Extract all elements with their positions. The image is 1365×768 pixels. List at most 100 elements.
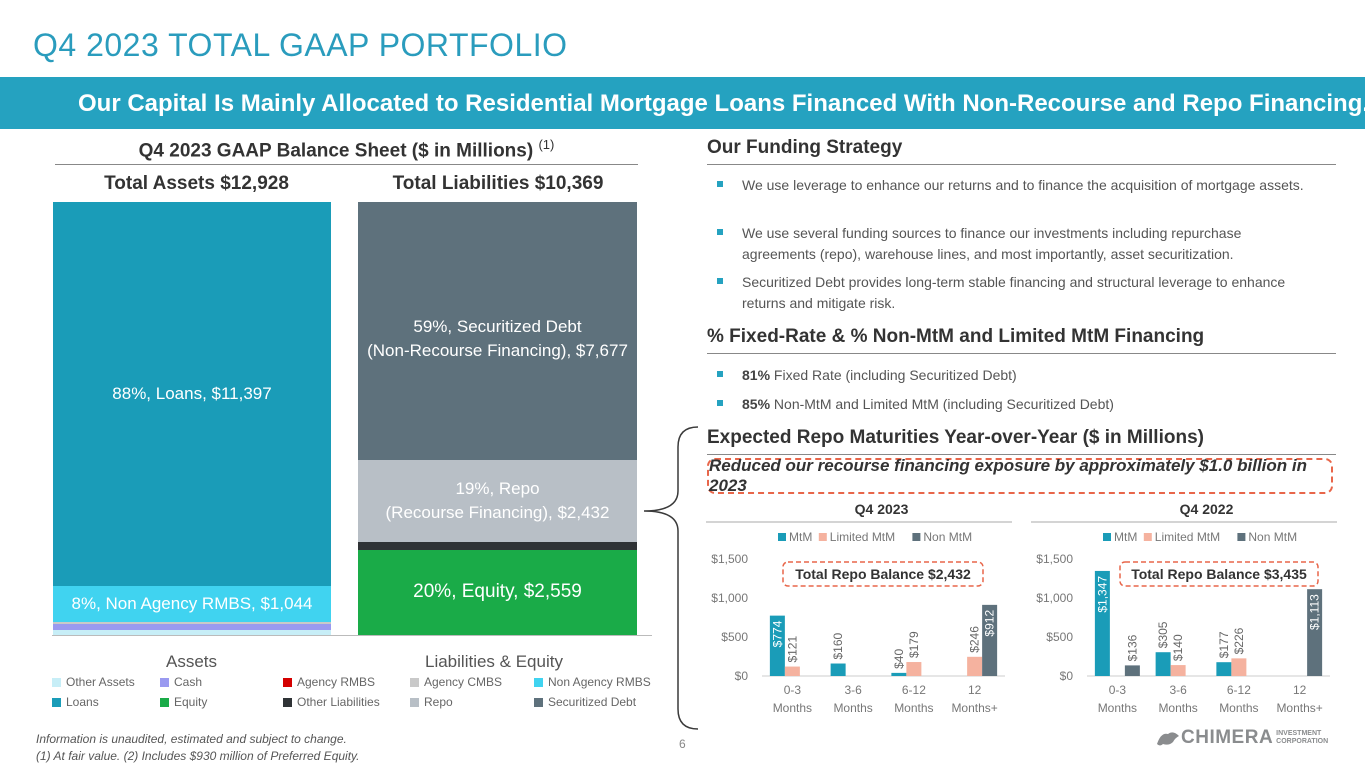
x-tick-label: 12	[968, 683, 982, 697]
bar	[1124, 665, 1140, 676]
legend-label: Equity	[174, 695, 208, 709]
divider	[707, 454, 1336, 455]
legend-swatch	[534, 677, 543, 687]
data-label: $121	[785, 636, 799, 663]
data-label: $179	[907, 631, 921, 658]
legend-swatch	[410, 697, 419, 707]
banner-text: Our Capital Is Mainly Allocated to Resid…	[78, 90, 1365, 117]
repo-label: 19%, Repo (Recourse Financing), $2,432	[385, 479, 610, 522]
data-label: $774	[770, 620, 784, 647]
x-tick-label: Months	[1219, 701, 1258, 715]
other-liabilities-segment	[358, 542, 637, 550]
legend-swatch	[410, 677, 419, 687]
repo-segment: 19%, Repo (Recourse Financing), $2,432	[358, 460, 637, 542]
legend-label: Agency CMBS	[424, 675, 503, 689]
y-tick-label: $1,000	[1036, 591, 1073, 605]
repo-chart-q4-2023: Q4 2023 MtM Limited MtM Non MtM $0 $500 $1,000…	[706, 501, 1012, 715]
x-tick-label: Months	[833, 701, 872, 715]
non-agency-rmbs-label: 8%, Non Agency RMBS, $1,044	[71, 594, 313, 614]
data-label: $912	[983, 610, 997, 637]
non-mtm-bullet: 85% Non-MtM and Limited MtM (including S…	[717, 394, 1317, 415]
legend-item: Agency CMBS	[410, 675, 502, 689]
chart-title: Q4 2023	[855, 501, 909, 517]
data-label: $246	[968, 626, 982, 653]
funding-bullet: Securitized Debt provides long-term stab…	[717, 272, 1317, 314]
divider	[55, 164, 638, 165]
legend-item: Other Liabilities	[283, 695, 380, 709]
securitized-debt-segment: 59%, Securitized Debt (Non-Recourse Fina…	[358, 202, 637, 460]
x-tick-label: Months	[1158, 701, 1197, 715]
legend-label: MtM	[789, 530, 812, 544]
chimera-logo: CHIMERA INVESTMENT CORPORATION	[1155, 727, 1328, 749]
equity-label: 20%, Equity, $2,559	[413, 581, 582, 603]
x-tick-label: Months	[1098, 701, 1137, 715]
data-label: $136	[1125, 634, 1139, 661]
footnote: Information is unaudited, estimated and …	[36, 732, 360, 764]
balance-sheet-title: Q4 2023 GAAP Balance Sheet ($ in Million…	[138, 137, 555, 162]
data-label: $1,113	[1308, 594, 1322, 630]
loans-label: 88%, Loans, $11,397	[112, 384, 272, 404]
bar	[769, 615, 785, 676]
total-assets-header: Total Assets $12,928	[104, 173, 289, 194]
legend-swatch	[778, 533, 786, 541]
data-label: $305	[1156, 621, 1170, 648]
legend-label: Other Assets	[66, 675, 135, 689]
legend-swatch	[534, 697, 543, 707]
legend-item: Securitized Debt	[534, 695, 636, 709]
total-repo-balance-label: Total Repo Balance $2,432	[795, 566, 971, 582]
legend-swatch	[283, 697, 292, 707]
y-tick-label: $0	[735, 669, 749, 683]
bar	[830, 663, 846, 676]
reduced-exposure-callout: Reduced our recourse financing exposure …	[707, 456, 1333, 495]
legend-item: Equity	[160, 695, 207, 709]
funding-bullet: We use leverage to enhance our returns a…	[717, 175, 1317, 196]
legend-label: Non MtM	[923, 530, 972, 544]
legend-swatch	[52, 677, 61, 687]
x-tick-label: 3-6	[844, 683, 862, 697]
legend-item: Other Assets	[52, 675, 135, 689]
y-tick-label: $1,500	[711, 552, 748, 566]
repo-maturities-heading: Expected Repo Maturities Year-over-Year …	[707, 427, 1204, 448]
legend-label: Repo	[424, 695, 453, 709]
legend-label: Limited MtM	[1155, 530, 1220, 544]
other-assets-segment	[53, 630, 331, 635]
y-tick-label: $1,500	[1036, 552, 1073, 566]
data-label: $140	[1171, 634, 1185, 661]
funding-bullet: We use several funding sources to financ…	[717, 223, 1317, 265]
x-tick-label: 12	[1293, 683, 1307, 697]
cash-segment	[53, 624, 331, 630]
total-repo-balance-callout	[1119, 561, 1319, 587]
securitized-debt-label: 59%, Securitized Debt (Non-Recourse Fina…	[367, 317, 628, 360]
legend-label: Agency RMBS	[297, 675, 376, 689]
x-tick-label: Months+	[1276, 701, 1322, 715]
legend-label: Loans	[66, 695, 99, 709]
legend-label: Other Liabilities	[297, 695, 380, 709]
bar	[967, 656, 983, 676]
chimera-emblem-icon	[1157, 732, 1179, 746]
divider	[707, 164, 1336, 165]
total-repo-balance-label: Total Repo Balance $3,435	[1131, 566, 1307, 582]
bar	[1307, 589, 1323, 676]
y-tick-label: $1,000	[711, 591, 748, 605]
bar	[891, 672, 907, 676]
y-tick-label: $500	[1046, 630, 1073, 644]
loans-segment: 88%, Loans, $11,397	[53, 202, 331, 586]
legend-item: Agency RMBS	[283, 675, 375, 689]
funding-strategy-heading: Our Funding Strategy	[707, 137, 903, 158]
assets-axis-label: Assets	[166, 652, 218, 671]
x-tick-label: 3-6	[1169, 683, 1187, 697]
x-tick-label: 0-3	[1109, 683, 1127, 697]
y-tick-label: $0	[1060, 669, 1074, 683]
legend-swatch	[283, 677, 292, 687]
legend-swatch	[160, 697, 169, 707]
legend-swatch	[52, 697, 61, 707]
bar	[1216, 662, 1232, 676]
data-label: $177	[1217, 631, 1231, 658]
fixed-rate-heading: % Fixed-Rate & % Non-MtM and Limited MtM…	[707, 326, 1205, 347]
bar	[784, 666, 800, 676]
fixed-rate-bullet: 81% Fixed Rate (including Securitized De…	[717, 365, 1317, 386]
x-tick-label: Months	[894, 701, 933, 715]
non-agency-rmbs-segment: 8%, Non Agency RMBS, $1,044	[53, 586, 331, 622]
data-label: $226	[1232, 627, 1246, 654]
x-tick-label: 6-12	[902, 683, 926, 697]
